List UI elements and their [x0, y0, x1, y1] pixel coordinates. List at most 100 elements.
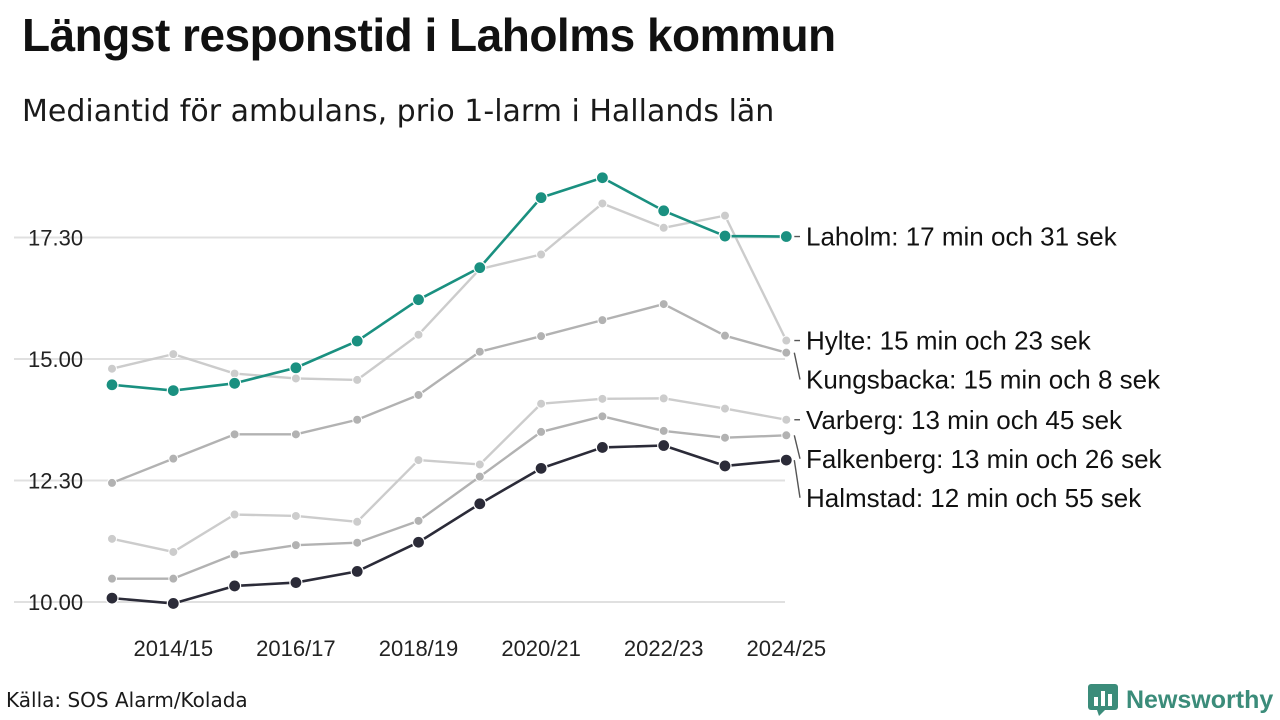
data-point-hylte [352, 374, 363, 385]
data-point-falkenberg [229, 549, 240, 560]
data-point-varberg [168, 546, 179, 557]
y-tick-label: 10.00 [28, 590, 83, 615]
data-point-laholm [411, 293, 426, 307]
data-point-falkenberg [720, 432, 730, 443]
data-point-halmstad [595, 440, 610, 455]
data-point-varberg [597, 393, 608, 404]
data-point-kungsbacka [658, 299, 669, 310]
data-point-halmstad [105, 591, 119, 605]
data-point-hylte [781, 335, 792, 346]
x-tick-label: 2016/17 [256, 636, 336, 661]
data-point-halmstad [411, 535, 426, 549]
series-label-kungsbacka: Kungsbacka: 15 min och 8 sek [806, 365, 1161, 395]
data-point-halmstad [657, 438, 671, 453]
data-point-falkenberg [168, 573, 179, 584]
data-point-hylte [597, 198, 608, 209]
series-label-varberg: Varberg: 13 min och 45 sek [806, 405, 1123, 435]
data-point-varberg [720, 403, 730, 414]
data-point-kungsbacka [474, 346, 485, 357]
y-tick-label: 15.00 [28, 347, 83, 372]
data-point-kungsbacka [290, 429, 301, 440]
data-point-halmstad [350, 564, 364, 578]
data-point-falkenberg [597, 411, 608, 422]
data-point-kungsbacka [597, 315, 608, 326]
data-point-laholm [718, 229, 732, 243]
data-point-halmstad [228, 579, 242, 593]
data-point-laholm [779, 229, 793, 244]
brand-name: Newsworthy [1126, 685, 1274, 714]
data-point-laholm [657, 204, 671, 218]
x-tick-label: 2024/25 [747, 636, 827, 661]
data-point-kungsbacka [352, 414, 363, 425]
data-point-hylte [168, 349, 179, 360]
data-point-hylte [658, 222, 669, 233]
data-point-hylte [107, 363, 117, 374]
data-point-falkenberg [290, 540, 301, 551]
gridlines [14, 236, 785, 603]
y-tick-label: 17.30 [28, 226, 83, 251]
data-point-falkenberg [352, 537, 363, 548]
data-point-kungsbacka [413, 389, 424, 400]
data-point-falkenberg [658, 425, 669, 436]
x-tick-label: 2018/19 [379, 636, 459, 661]
data-point-halmstad [718, 459, 732, 473]
data-point-laholm [166, 383, 180, 398]
newsworthy-logo-icon [1088, 684, 1118, 716]
data-point-kungsbacka [107, 477, 117, 488]
data-point-laholm [534, 191, 548, 205]
data-point-halmstad [534, 461, 548, 475]
x-tick-label: 2020/21 [501, 636, 581, 661]
data-point-falkenberg [474, 471, 485, 482]
data-point-hylte [536, 249, 547, 260]
series-labels: Laholm: 17 min och 31 sek Hylte: 15 min o… [793, 222, 1163, 513]
series-halmstad [105, 438, 793, 611]
y-axis-ticks: 10.00 12.30 15.00 17.30 [28, 226, 83, 616]
data-point-halmstad [779, 453, 793, 467]
series-falkenberg [107, 411, 792, 584]
leader-line-kungsbacka [793, 352, 801, 380]
x-tick-label: 2014/15 [134, 636, 214, 661]
y-tick-label: 12.30 [28, 469, 83, 494]
data-point-kungsbacka [720, 330, 730, 341]
series-label-hylte: Hylte: 15 min och 23 sek [806, 326, 1092, 356]
data-point-laholm [350, 334, 364, 348]
data-point-kungsbacka [536, 331, 547, 342]
source-note: Källa: SOS Alarm/Kolada [6, 688, 248, 712]
data-point-falkenberg [536, 426, 547, 437]
data-point-laholm [473, 261, 487, 275]
leader-line-halmstad [793, 459, 801, 498]
data-point-falkenberg [413, 515, 424, 526]
data-point-hylte [720, 210, 730, 221]
series-label-halmstad: Halmstad: 12 min och 55 sek [806, 483, 1142, 513]
data-point-varberg [658, 393, 669, 404]
data-point-varberg [413, 455, 424, 466]
line-chart: 10.00 12.30 15.00 17.30 2014/15 2016/17 2018/… [14, 171, 1163, 661]
data-point-laholm [289, 361, 303, 375]
data-point-varberg [352, 516, 363, 527]
series-label-laholm: Laholm: 17 min och 31 sek [806, 222, 1118, 252]
chart-subtitle: Mediantid för ambulans, prio 1-larm i Ha… [22, 94, 775, 129]
data-point-varberg [536, 398, 547, 409]
x-axis-ticks: 2014/15 2016/17 2018/19 2020/21 2022/23 2024/… [134, 636, 827, 661]
data-point-varberg [474, 459, 485, 470]
series-laholm [105, 171, 793, 398]
data-point-kungsbacka [168, 453, 179, 464]
data-point-halmstad [166, 596, 180, 611]
series-line-kungsbacka [111, 302, 787, 485]
data-point-varberg [781, 414, 792, 425]
series-label-falkenberg: Falkenberg: 13 min och 26 sek [806, 444, 1163, 474]
series-varberg [107, 393, 792, 557]
data-point-hylte [290, 373, 301, 384]
series-kungsbacka [107, 299, 792, 488]
data-point-halmstad [473, 497, 487, 511]
data-point-laholm [105, 378, 119, 392]
data-point-laholm [228, 376, 242, 390]
series-line-hylte [111, 202, 788, 382]
data-point-kungsbacka [229, 429, 240, 440]
series-line-falkenberg [112, 415, 787, 580]
leader-line-falkenberg [793, 435, 801, 459]
series-hylte [107, 198, 792, 385]
brand-logo: Newsworthy [1088, 684, 1273, 716]
data-point-varberg [229, 509, 240, 520]
series-line-halmstad [111, 444, 787, 605]
